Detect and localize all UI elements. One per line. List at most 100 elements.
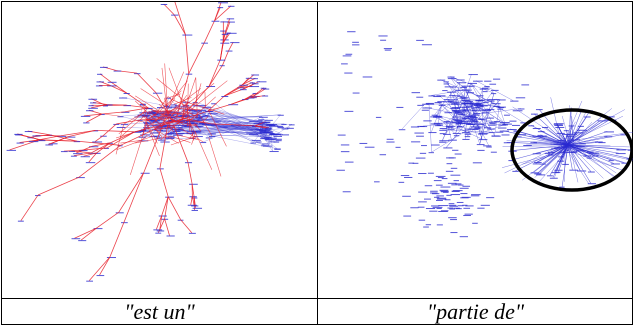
graph-node: [415, 157, 426, 159]
graph-edge: [164, 63, 168, 106]
graph-edge: [173, 14, 186, 35]
graph-node: [452, 95, 460, 97]
graph-node: [468, 74, 478, 76]
graph-node: [260, 135, 270, 137]
graph-node: [250, 142, 256, 144]
graph-node: [86, 280, 94, 282]
graph-node: [463, 207, 471, 209]
graph-edge: [222, 32, 231, 43]
graph-edge: [436, 115, 461, 127]
graph-node: [228, 104, 239, 106]
graph-edge: [126, 92, 149, 109]
graph-node: [76, 177, 85, 179]
graph-edge: [37, 176, 80, 196]
graph-edge: [564, 109, 626, 143]
graph-node: [577, 129, 587, 131]
graph-node: [106, 257, 117, 259]
graph-node: [546, 175, 553, 177]
graph-edge: [173, 124, 189, 163]
graph-edge: [474, 116, 506, 125]
graph-node: [145, 107, 153, 109]
graph-node: [206, 86, 216, 88]
graph-edge: [442, 129, 492, 133]
graph-node: [119, 97, 128, 99]
graph-edge: [496, 105, 524, 123]
graph-node: [154, 114, 161, 116]
graph-node: [252, 83, 259, 85]
graph-edge: [472, 103, 483, 140]
graph-edge: [475, 80, 514, 101]
graph-edge: [244, 92, 256, 100]
graph-edge: [567, 144, 630, 159]
graph-edge: [141, 134, 149, 141]
graph-node: [98, 114, 105, 116]
graph-node: [487, 99, 495, 101]
graph-node: [444, 199, 451, 201]
graph-node: [443, 147, 453, 149]
graph-edge: [99, 73, 111, 83]
graph-node: [170, 104, 177, 106]
graph-node: [556, 132, 565, 134]
graph-edge: [457, 109, 476, 113]
graph-edge: [222, 50, 230, 66]
graph-node: [432, 206, 443, 208]
graph-node: [455, 183, 462, 185]
graph-node: [255, 132, 262, 134]
graph-edge: [166, 80, 188, 106]
graph-node: [462, 89, 472, 91]
graph-node: [577, 125, 584, 127]
graph-edge: [544, 135, 569, 146]
graph-edge: [476, 104, 495, 136]
graph-node: [239, 84, 248, 86]
graph-node: [569, 169, 578, 171]
graph-node: [424, 185, 433, 187]
graph-node: [606, 116, 615, 118]
graph-node: [374, 181, 380, 183]
graph-node: [140, 130, 147, 132]
graph-node: [431, 205, 440, 207]
graph-node: [273, 141, 280, 143]
graph-edge: [159, 124, 169, 169]
graph-edge: [451, 82, 461, 129]
right-caption: "partie de": [426, 299, 525, 324]
graph-edge: [431, 95, 479, 101]
graph-node: [436, 224, 443, 226]
graph-node: [598, 142, 606, 144]
graph-node: [414, 132, 424, 134]
graph-node: [495, 131, 504, 133]
graph-node: [438, 210, 448, 212]
graph-edge: [118, 172, 145, 213]
graph-node: [554, 169, 563, 171]
graph-node: [96, 275, 105, 277]
graph-edge: [95, 129, 135, 133]
graph-node: [190, 112, 197, 114]
graph-edge: [140, 104, 143, 115]
graph-node: [169, 132, 175, 134]
graph-node: [153, 229, 163, 231]
graph-node: [532, 163, 540, 165]
graph-node: [264, 119, 273, 121]
graph-node: [448, 100, 454, 102]
graph-edge: [199, 115, 213, 137]
graph-node: [117, 116, 124, 118]
graph-node: [485, 108, 491, 110]
graph-node: [460, 193, 468, 195]
graph-node: [85, 110, 94, 112]
graph-node: [452, 149, 459, 151]
graph-edge: [171, 135, 191, 143]
graph-node: [255, 141, 262, 143]
graph-node: [135, 131, 145, 133]
graph-edge: [422, 120, 475, 127]
graph-node: [165, 196, 174, 198]
graph-node: [164, 128, 174, 130]
graph-edge: [479, 93, 495, 145]
graph-node: [610, 163, 620, 165]
graph-node: [555, 126, 565, 128]
graph-node: [418, 173, 427, 175]
graph-edge: [118, 107, 149, 135]
graph-node: [157, 119, 165, 121]
graph-node: [447, 78, 457, 80]
graph-node: [252, 78, 258, 80]
graph-edge: [138, 114, 169, 123]
graph-edge: [195, 83, 202, 103]
